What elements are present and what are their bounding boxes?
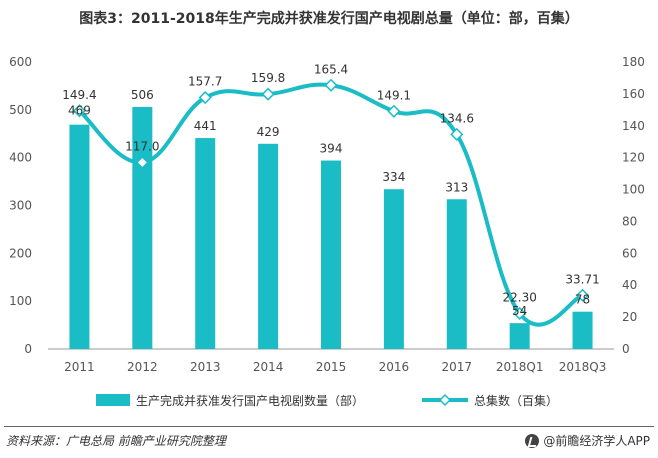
line-value-label: 159.8: [251, 71, 285, 85]
y-left-tick-label: 600: [9, 55, 32, 69]
line-point-marker: [261, 87, 275, 101]
bar: [132, 106, 153, 349]
line-value-label: 117.0: [125, 139, 159, 153]
bar-value-label: 441: [194, 119, 217, 133]
x-tick-label: 2012: [127, 360, 158, 374]
line-point-marker: [450, 127, 464, 141]
bar-value-label: 54: [512, 304, 527, 318]
bar: [195, 138, 216, 349]
bar-value-label: 469: [68, 104, 91, 118]
y-right-tick-label: 60: [622, 246, 637, 260]
x-tick-label: 2015: [316, 360, 347, 374]
bar-value-label: 506: [131, 88, 154, 102]
bar-value-label: 313: [445, 180, 468, 194]
line-value-label: 134.6: [440, 111, 474, 125]
legend-line-marker: [438, 393, 452, 407]
line-value-label: 33.71: [565, 272, 599, 286]
bar-value-label: 78: [575, 293, 590, 307]
y-left-tick-label: 0: [24, 342, 32, 356]
bar: [572, 311, 593, 349]
source-note: 资料来源：广电总局 前瞻产业研究院整理: [6, 434, 226, 448]
legend-bar-label: 生产完成并获准发行国产电视剧数量（部）: [136, 393, 364, 408]
line-value-label: 165.4: [314, 62, 348, 76]
line-point-marker: [72, 104, 87, 118]
line-value-label: 149.1: [377, 88, 411, 102]
bar: [446, 199, 467, 349]
y-right-tick-label: 160: [622, 87, 645, 101]
line-point-marker: [135, 155, 149, 170]
y-right-tick-label: 100: [622, 183, 645, 197]
bar: [383, 189, 404, 349]
line-point-marker: [198, 90, 212, 105]
y-right-tick-label: 40: [622, 278, 637, 292]
line-value-label: 157.7: [188, 75, 222, 89]
y-right-tick-label: 140: [622, 119, 645, 133]
line-point-marker: [513, 306, 527, 321]
brand-logo-icon: [525, 433, 540, 448]
x-tick-label: 2017: [442, 360, 473, 374]
series-line: [78, 82, 584, 327]
y-right-tick-label: 180: [622, 55, 645, 69]
y-right-tick-label: 0: [622, 342, 630, 356]
chart-title: 图表3：2011-2018年生产完成并获准发行国产电视剧总量（单位：部，百集）: [79, 11, 579, 27]
line-point-marker: [575, 288, 590, 302]
y-right-tick-label: 120: [622, 151, 645, 165]
line-value-label: 149.4: [62, 88, 96, 102]
x-tick-label: 2018Q3: [559, 360, 607, 374]
bar: [509, 323, 530, 349]
bar-value-label: 394: [320, 142, 343, 156]
bar: [258, 143, 279, 349]
line-point-marker: [387, 104, 401, 118]
bar: [321, 160, 341, 349]
y-left-tick-label: 200: [9, 246, 32, 260]
line-value-label: 22.30: [502, 290, 536, 304]
x-tick-label: 2018Q1: [496, 360, 544, 374]
line-point-marker: [324, 78, 338, 92]
x-tick-label: 2016: [379, 360, 410, 374]
legend-bar-swatch: [96, 394, 130, 406]
y-right-tick-label: 20: [622, 310, 637, 324]
y-left-tick-label: 400: [9, 151, 32, 165]
y-right-tick-label: 80: [622, 214, 637, 228]
y-left-tick-label: 300: [9, 199, 32, 213]
bar-value-label: 429: [257, 125, 280, 139]
brand-label: @前瞻经济学人APP: [543, 434, 650, 448]
brand-credit: @前瞻经济学人APP: [525, 432, 650, 449]
bar: [69, 124, 90, 349]
legend-line-label: 总集数（百集）: [474, 393, 558, 408]
x-tick-label: 2011: [64, 360, 95, 374]
bar-value-label: 334: [382, 170, 405, 184]
x-tick-label: 2013: [190, 360, 221, 374]
x-tick-label: 2014: [253, 360, 284, 374]
y-left-tick-label: 500: [9, 103, 32, 117]
footer-divider: [4, 426, 654, 427]
y-left-tick-label: 100: [9, 294, 32, 308]
